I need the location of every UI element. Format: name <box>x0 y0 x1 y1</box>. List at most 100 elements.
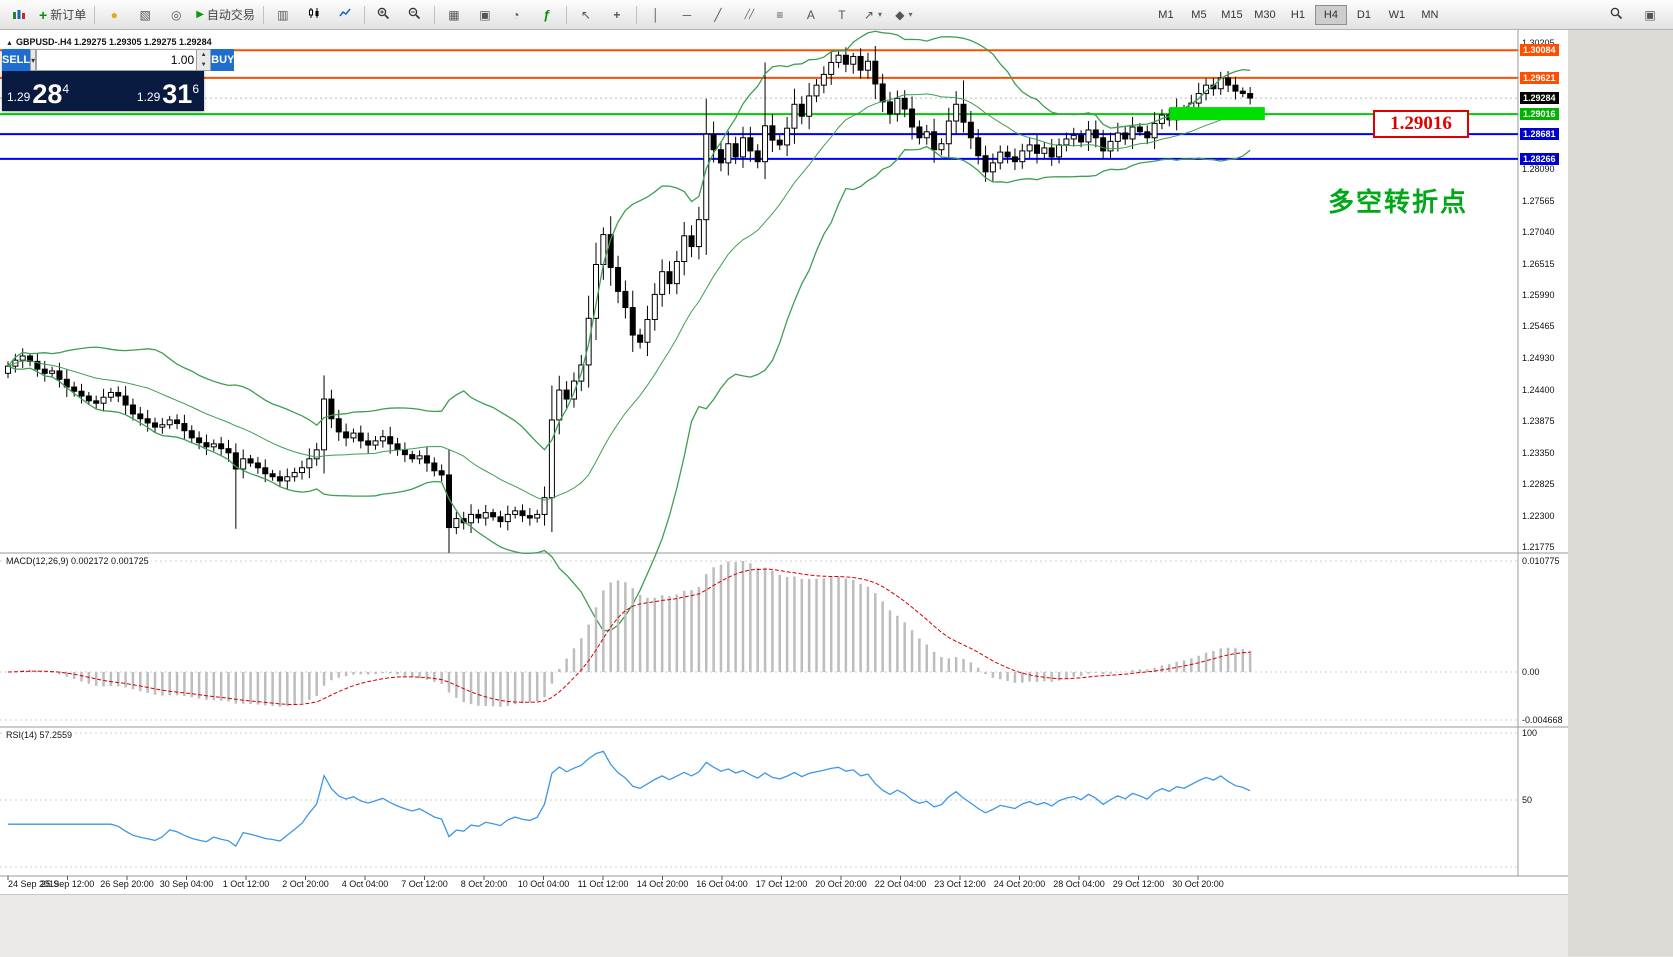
alerts-button[interactable]: ◎ <box>161 3 191 27</box>
toolbar-separator <box>94 5 96 24</box>
chevron-down-icon: ▾ <box>908 10 913 19</box>
volume-up-icon[interactable]: ▲ <box>197 50 211 60</box>
sell-button[interactable]: SELL <box>2 49 31 71</box>
horizontal-line-button[interactable]: ─ <box>672 3 702 27</box>
zoom-in-icon <box>377 7 390 23</box>
trendline-button[interactable]: ╱ <box>703 3 733 27</box>
chart-canvas[interactable] <box>0 30 1568 956</box>
text-tool-button[interactable]: A <box>796 3 826 27</box>
zoom-in-button[interactable] <box>369 3 399 27</box>
timeframe-M30-button[interactable]: M30 <box>1254 8 1276 21</box>
ideas-button[interactable]: ● <box>99 3 129 27</box>
timeframe-D1-button[interactable]: D1 <box>1356 8 1371 21</box>
timeframe-M15-button[interactable]: M15 <box>1221 8 1243 21</box>
candlestick-chart-icon <box>308 7 320 22</box>
price-tag-resistance: 1.30084 <box>1520 44 1559 57</box>
buy-price-display: 1.29 31 6 <box>103 71 204 111</box>
price-axis-label: 1.28090 <box>1522 164 1555 175</box>
price-axis-label: 1.26515 <box>1522 258 1555 269</box>
price-axis-label: 1.23875 <box>1522 416 1555 427</box>
buy-price-sup: 6 <box>192 82 199 96</box>
timeframe-M1-button[interactable]: M1 <box>1158 8 1174 21</box>
macd-axis-label: 0.00 <box>1522 667 1540 677</box>
fibonacci-button[interactable]: ≡ <box>765 3 795 27</box>
shapes-dropdown-button[interactable]: ◆ ▾ <box>889 3 919 27</box>
toolbar-separator <box>363 5 365 24</box>
crosshair-icon: + <box>613 7 621 22</box>
toolbar-separator <box>433 5 435 24</box>
time-axis-label: 8 Oct 20:00 <box>460 879 508 889</box>
crosshair-button[interactable]: + <box>602 3 632 27</box>
grid-button[interactable]: ▦ <box>439 3 469 27</box>
time-axis-label: 11 Oct 12:00 <box>577 879 629 889</box>
profiles-icon: ▧ <box>139 7 151 22</box>
arrows-dropdown-button[interactable]: ↗ ▾ <box>858 3 888 27</box>
volume-box: ▲▼ <box>36 49 212 71</box>
channel-icon: ╱╱ <box>744 9 755 19</box>
price-axis-label: 1.22825 <box>1522 479 1555 490</box>
vertical-line-button[interactable]: │ <box>641 3 671 27</box>
volume-dropdown-button[interactable]: ▾ <box>30 49 37 71</box>
candlestick-chart-button[interactable] <box>299 3 329 27</box>
macd-label: MACD(12,26,9) 0.002172 0.001725 <box>4 556 151 566</box>
new-order-button[interactable]: + 新订单 <box>35 3 90 27</box>
macd-axis-label: -0.004668 <box>1522 715 1563 725</box>
volume-spinner[interactable]: ▲ ▼ <box>196 50 211 70</box>
label-tool-button[interactable]: T <box>827 3 857 27</box>
timeframe-group: M1 M5 M15 M30 H1 H4 D1 W1 MN <box>1150 4 1446 25</box>
indicators-button[interactable]: ƒ <box>532 3 562 27</box>
rsi-label: RSI(14) 57.2559 <box>4 730 75 740</box>
price-axis-label: 1.24400 <box>1522 385 1555 396</box>
zoom-out-icon <box>408 7 421 23</box>
time-axis-label: 30 Oct 20:00 <box>1172 879 1224 889</box>
cursor-button[interactable]: ↖ <box>571 3 601 27</box>
sell-price-big: 28 <box>32 79 63 109</box>
windows-button[interactable]: ▣ <box>1635 3 1665 27</box>
period-button[interactable]: ◔ <box>501 3 531 27</box>
sell-price-base: 1.29 <box>7 90 31 104</box>
price-axis-label: 1.30205 <box>1522 38 1555 48</box>
grid-icon: ▦ <box>448 7 460 22</box>
price-axis-label: 1.25990 <box>1522 290 1555 300</box>
time-axis-label: 17 Oct 12:00 <box>755 879 808 889</box>
chart-title-text: GBPUSD-.H4 1.29275 1.29305 1.29275 1.292… <box>15 37 212 47</box>
profiles-button[interactable]: ▧ <box>130 3 160 27</box>
toolbar-right-group: ▣ <box>1601 3 1665 27</box>
timeframe-MN-button[interactable]: MN <box>1421 8 1439 21</box>
price-axis-label: 1.21775 <box>1522 542 1555 552</box>
app-logo-icon <box>4 3 34 27</box>
volume-input[interactable] <box>37 50 197 70</box>
toolbar: + 新订单 ● ▧ ◎ ▶ 自动交易 ▥ ▦ ▣ ◔ ƒ ↖ + │ ─ ╱ ╱… <box>0 0 1673 30</box>
price-annotation-box[interactable]: 1.29016 <box>1373 110 1469 138</box>
auto-trading-label: 自动交易 <box>206 8 255 22</box>
chart-region: ▲ GBPUSD-.H4 1.29275 1.29305 1.29275 1.29… <box>0 30 1568 957</box>
time-axis-label: 30 Sep 04:00 <box>159 879 214 889</box>
volume-down-icon[interactable]: ▼ <box>197 60 211 70</box>
tile-windows-button[interactable]: ▣ <box>470 3 500 27</box>
line-chart-button[interactable] <box>330 3 360 27</box>
price-tag-support: 1.28681 <box>1520 128 1559 141</box>
buy-button[interactable]: BUY <box>211 49 235 71</box>
toolbar-separator <box>635 5 637 24</box>
auto-trading-button[interactable]: ▶ 自动交易 <box>192 3 259 27</box>
channel-button[interactable]: ╱╱ <box>734 3 764 27</box>
bar-chart-button[interactable]: ▥ <box>268 3 298 27</box>
time-axis-label: 14 Oct 20:00 <box>636 879 689 889</box>
price-axis-label: 1.27565 <box>1522 195 1555 206</box>
search-button[interactable] <box>1601 3 1631 27</box>
timeframe-M5-button[interactable]: M5 <box>1191 8 1207 21</box>
tile-windows-icon: ▣ <box>479 7 491 22</box>
turning-point-note[interactable]: 多空转折点 <box>1328 187 1469 217</box>
windows-icon: ▣ <box>1644 8 1656 22</box>
zoom-out-button[interactable] <box>400 3 430 27</box>
time-axis-label: 23 Oct 12:00 <box>934 879 986 889</box>
timeframe-H1-button[interactable]: H1 <box>1290 8 1305 21</box>
expand-arrow-icon: ▲ <box>6 40 13 47</box>
timeframe-W1-button[interactable]: W1 <box>1388 8 1406 21</box>
price-axis-label: 1.23350 <box>1522 447 1555 458</box>
arrow-tool-icon: ↗ <box>863 7 874 22</box>
trendline-icon: ╱ <box>714 7 722 22</box>
timeframe-H4-button[interactable]: H4 <box>1314 4 1347 25</box>
price-axis-label: 1.27040 <box>1522 227 1555 238</box>
new-order-icon: + <box>39 6 48 23</box>
